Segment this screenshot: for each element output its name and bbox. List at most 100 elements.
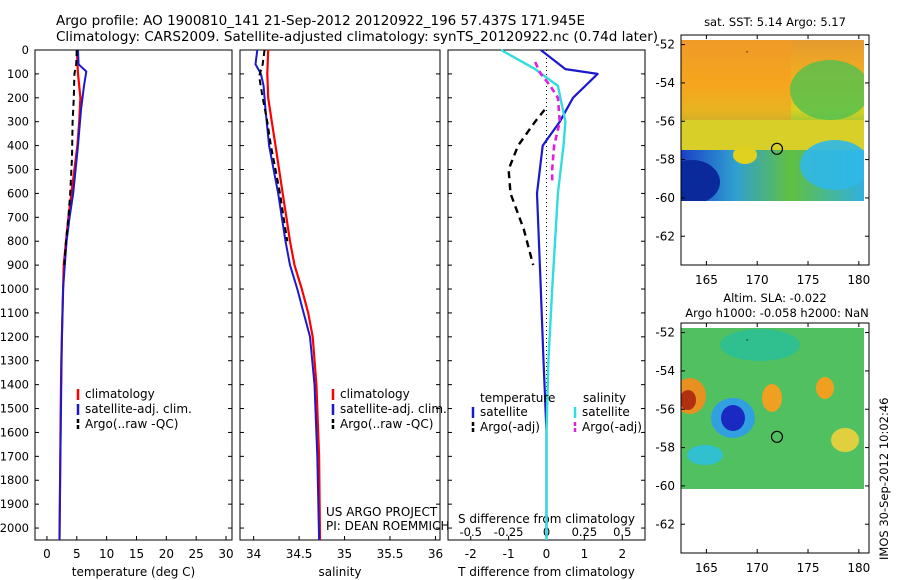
sst-green-patch — [790, 60, 864, 120]
sla-low-core — [721, 405, 745, 431]
sst-map-panel — [680, 34, 870, 266]
salinity-tick-label: 35 — [337, 547, 352, 561]
series-line-climatology — [266, 49, 322, 541]
sdiff-tick-label: -0.25 — [494, 525, 524, 539]
pi-label: PI: DEAN ROEMMICH — [326, 519, 449, 533]
legend-label: climatology — [85, 387, 155, 401]
depth-tick-label: 1800 — [0, 473, 29, 487]
sst-lon-tick-label: 165 — [695, 273, 718, 287]
series-line-satellite-adj-clim- — [254, 49, 321, 541]
sst-lat-tick-label: -52 — [655, 38, 675, 52]
sla-green-patch — [720, 329, 800, 361]
sst-warm-patch — [733, 146, 757, 164]
sla-high-center — [762, 384, 782, 412]
depth-tick-label: 100 — [7, 67, 29, 81]
sst-map-title: sat. SST: 5.14 Argo: 5.17 — [704, 15, 846, 29]
salinity-tick-label: 35.5 — [377, 547, 404, 561]
sla-map-panel — [680, 322, 870, 554]
tdiff-tick-label: -2 — [465, 547, 477, 561]
sla-map-title: Altim. SLA: -0.022 — [723, 291, 827, 305]
temp-tick-label: 20 — [159, 547, 174, 561]
temp-tick-label: 30 — [218, 547, 233, 561]
salinity-tick-label: 34 — [246, 547, 261, 561]
sla-lat-tick-label: -58 — [655, 441, 675, 455]
depth-tick-label: 200 — [7, 91, 29, 105]
sst-lon-tick-label: 175 — [797, 273, 820, 287]
sla-map-border — [680, 322, 870, 554]
sla-lon-tick-label: 165 — [695, 561, 718, 575]
plot-title-line1: Argo profile: AO 1900810_141 21-Sep-2012… — [56, 13, 585, 29]
temp-axis-label: temperature (deg C) — [72, 565, 195, 579]
sst-map-border — [680, 34, 870, 266]
sla-high-east — [816, 377, 834, 399]
panel-frame-0 — [34, 49, 233, 541]
tdiff-tick-label: 2 — [618, 547, 626, 561]
temp-tick-label: 0 — [43, 547, 51, 561]
legend-label: satellite — [480, 405, 528, 419]
sst-cool-patch — [800, 140, 864, 190]
sla-lon-tick-label: 175 — [797, 561, 820, 575]
tdiff-tick-label: 1 — [581, 547, 589, 561]
depth-tick-label: 1300 — [0, 354, 29, 368]
legend-title-temperature: temperature — [480, 391, 555, 405]
temp-tick-label: 10 — [99, 547, 114, 561]
sla-argo-position-marker — [770, 430, 784, 443]
temp-tick-label: 15 — [129, 547, 144, 561]
sst-lon-tick-label: 170 — [746, 273, 769, 287]
legend-label: satellite-adj. clim. — [85, 402, 192, 416]
panel-frame-1 — [239, 49, 441, 541]
tdiff-axis-label: T difference from climatology — [457, 565, 635, 579]
depth-tick-label: 900 — [7, 258, 29, 272]
depth-tick-label: 2000 — [0, 521, 29, 535]
depth-tick-label: 600 — [7, 186, 29, 200]
legend-label: Argo(..raw -QC) — [85, 417, 178, 431]
sla-lon-tick-label: 180 — [847, 561, 870, 575]
depth-tick-label: 1100 — [0, 306, 29, 320]
argo-height-title: Argo h1000: -0.058 h2000: NaN — [685, 306, 869, 320]
sla-lat-tick-label: -54 — [655, 364, 675, 378]
depth-tick-label: 1600 — [0, 425, 29, 439]
temp-tick-label: 5 — [73, 547, 81, 561]
series-line-satellite-adj-clim- — [58, 49, 88, 541]
legend-label: Argo(-adj) — [480, 420, 540, 434]
series-line-temperature-satellite — [535, 49, 599, 540]
salinity-tick-label: 34.5 — [286, 547, 313, 561]
sdiff-tick-label: 0.25 — [572, 525, 598, 539]
sla-lon-tick-label: 170 — [746, 561, 769, 575]
series-line-salinity-satellite — [500, 48, 567, 540]
depth-tick-label: 400 — [7, 139, 29, 153]
sla-yellow-patch — [831, 428, 859, 452]
sla-lat-tick-label: -56 — [655, 402, 675, 416]
depth-tick-label: 1900 — [0, 497, 29, 511]
sst-orange-region — [681, 40, 791, 120]
salinity-axis-label: salinity — [318, 565, 361, 579]
sst-lon-tick-label: 180 — [847, 273, 870, 287]
sst-lat-tick-label: -54 — [655, 76, 675, 90]
temp-tick-label: 25 — [189, 547, 204, 561]
depth-tick-label: 1200 — [0, 330, 29, 344]
sst-lat-tick-label: -62 — [655, 229, 675, 243]
sla-float-track-mark: ‸ — [746, 331, 749, 340]
depth-tick-label: 1400 — [0, 378, 29, 392]
legend-label: climatology — [340, 387, 410, 401]
sla-lat-tick-label: -62 — [655, 517, 675, 531]
sst-argo-position-marker — [770, 142, 784, 155]
depth-tick-label: 1700 — [0, 449, 29, 463]
plot-title-line2: Climatology: CARS2009. Satellite-adjuste… — [56, 29, 659, 45]
depth-tick-label: 1500 — [0, 402, 29, 416]
sdiff-tick-label: 0.5 — [613, 525, 631, 539]
sst-lat-tick-label: -58 — [655, 153, 675, 167]
depth-tick-label: 1000 — [0, 282, 29, 296]
sst-lat-tick-label: -60 — [655, 191, 675, 205]
series-line-temperature-argo-adj- — [507, 109, 546, 266]
depth-tick-label: 800 — [7, 234, 29, 248]
series-line-argo-raw-qc- — [258, 49, 289, 242]
sla-high-core-west — [681, 390, 696, 410]
project-label: US ARGO PROJECT — [326, 505, 438, 519]
tdiff-tick-label: -1 — [503, 547, 515, 561]
legend-label: satellite-adj. clim. — [340, 402, 447, 416]
series-line-salinity-argo-adj- — [533, 61, 562, 182]
sst-cold-core — [681, 160, 720, 201]
depth-tick-label: 500 — [7, 163, 29, 177]
